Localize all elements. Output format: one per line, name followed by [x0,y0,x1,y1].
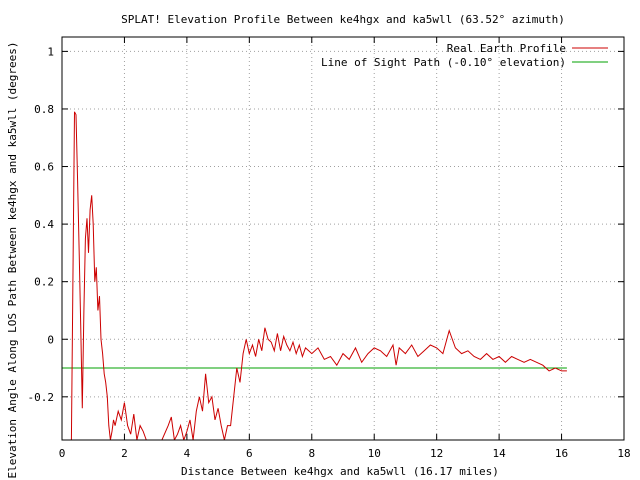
x-tick-label: 8 [308,447,315,460]
legend-label-line-of-sight: Line of Sight Path (-0.10° elevation) [321,56,566,69]
y-tick-label: 0 [47,333,54,346]
x-tick-label: 6 [246,447,253,460]
grid-lines [62,37,624,440]
y-axis-label: Elevation Angle Along LOS Path Between k… [6,41,19,478]
axis-ticks [61,37,625,440]
x-tick-label: 4 [184,447,191,460]
y-tick-label: 0.8 [34,103,54,116]
y-tick-label: 0.6 [34,161,54,174]
legend: Real Earth Profile Line of Sight Path (-… [321,42,608,69]
series-real-earth-profile [70,111,567,440]
chart-title: SPLAT! Elevation Profile Between ke4hgx … [121,13,565,26]
x-tick-label: 10 [368,447,381,460]
x-tick-label: 2 [121,447,128,460]
legend-label-real-earth: Real Earth Profile [447,42,566,55]
x-tick-label: 14 [492,447,506,460]
series-layer [62,111,567,440]
x-tick-label: 0 [59,447,66,460]
x-axis-label: Distance Between ke4hgx and ka5wll (16.1… [181,465,499,478]
y-tick-label: -0.2 [28,391,55,404]
x-tick-label: 16 [555,447,568,460]
y-tick-label: 0.4 [34,218,54,231]
y-tick-label: 1 [47,45,54,58]
x-tick-label: 18 [617,447,630,460]
x-tick-label: 12 [430,447,443,460]
plot-frame [61,36,625,441]
y-tick-label: 0.2 [34,276,54,289]
